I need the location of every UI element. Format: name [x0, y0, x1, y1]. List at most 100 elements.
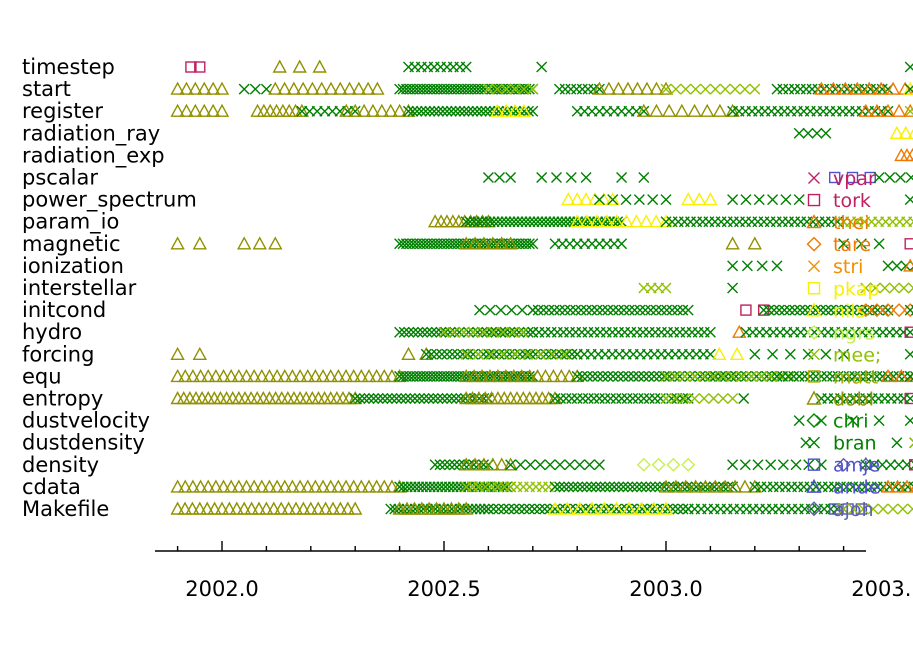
data-point — [620, 194, 632, 206]
data-point — [622, 481, 634, 493]
data-point — [437, 105, 449, 117]
legend-marker — [808, 172, 820, 184]
data-point — [581, 481, 593, 493]
data-point — [572, 481, 584, 493]
data-point — [749, 348, 761, 360]
x-tick-label: 2003.5 — [851, 577, 913, 601]
data-point — [674, 103, 690, 117]
data-point — [698, 370, 710, 382]
data-point — [177, 501, 193, 515]
data-point — [225, 391, 240, 405]
data-point — [433, 214, 449, 228]
data-point — [484, 216, 496, 228]
data-point — [346, 479, 361, 493]
legend-entry: mee; — [808, 344, 881, 366]
data-point — [717, 370, 729, 382]
data-point — [524, 348, 536, 360]
data-point — [856, 304, 868, 316]
data-point — [570, 368, 585, 383]
data-point — [466, 503, 478, 515]
data-point — [578, 192, 594, 206]
data-point — [391, 393, 403, 404]
data-point — [599, 481, 611, 493]
data-point — [548, 216, 560, 228]
data-point — [771, 83, 783, 95]
data-point — [485, 236, 501, 250]
x-tick-label: 2003.0 — [629, 577, 702, 601]
data-point — [484, 304, 496, 316]
data-point — [629, 214, 644, 228]
data-point — [545, 348, 557, 360]
data-point — [176, 391, 191, 405]
data-point — [793, 415, 805, 427]
row-label: cdata — [22, 475, 81, 499]
data-point — [679, 370, 691, 382]
data-point — [768, 304, 780, 316]
data-point — [193, 479, 208, 493]
data-point — [829, 503, 841, 515]
legend-label: matt — [833, 366, 878, 388]
data-point — [517, 326, 529, 338]
row-label: param_io — [22, 210, 119, 235]
data-point — [727, 194, 739, 206]
data-point — [214, 81, 230, 95]
legend-marker — [807, 458, 821, 471]
data-point — [179, 103, 194, 117]
data-point — [467, 105, 479, 117]
data-point — [660, 194, 672, 206]
data-point — [758, 304, 770, 316]
data-point — [885, 459, 897, 471]
data-point — [793, 194, 805, 206]
plot-area — [170, 59, 913, 515]
data-point — [576, 481, 588, 493]
data-point — [677, 503, 689, 515]
data-point — [648, 214, 664, 228]
data-point — [508, 503, 520, 515]
data-point — [499, 326, 511, 338]
data-point — [468, 326, 480, 338]
data-point — [249, 83, 261, 95]
data-point — [690, 83, 702, 95]
data-point — [360, 81, 376, 95]
data-point — [636, 103, 651, 117]
data-point — [493, 348, 505, 360]
data-point — [244, 501, 259, 515]
data-point — [348, 501, 363, 515]
data-point — [498, 103, 514, 117]
data-point — [727, 260, 739, 272]
data-point — [647, 194, 659, 206]
data-point — [820, 127, 832, 139]
data-point — [654, 393, 666, 404]
data-point — [392, 501, 407, 515]
data-point — [629, 304, 641, 316]
data-point — [608, 481, 620, 493]
data-point — [427, 214, 443, 228]
data-point — [342, 81, 357, 95]
data-point — [800, 83, 812, 95]
data-point — [558, 481, 570, 493]
data-point — [826, 81, 841, 95]
data-point — [881, 303, 895, 318]
data-point — [570, 192, 585, 206]
data-point — [338, 368, 354, 383]
data-point — [474, 304, 486, 316]
legend-marker — [806, 214, 822, 229]
data-point — [219, 391, 234, 405]
legend-label: chri — [833, 411, 869, 433]
data-point — [580, 172, 592, 183]
legend-entry: pkap — [807, 278, 879, 300]
data-point — [170, 391, 185, 405]
data-point — [518, 83, 530, 95]
data-point — [543, 304, 555, 316]
legend-label: dobl — [833, 389, 874, 411]
data-point — [581, 370, 593, 382]
data-point — [553, 83, 565, 95]
data-point — [438, 326, 450, 338]
data-point — [892, 303, 907, 318]
data-point — [584, 501, 600, 515]
data-point — [282, 103, 297, 117]
data-point — [535, 391, 550, 405]
data-point — [440, 326, 452, 338]
data-point — [275, 103, 291, 117]
data-point — [505, 304, 517, 316]
